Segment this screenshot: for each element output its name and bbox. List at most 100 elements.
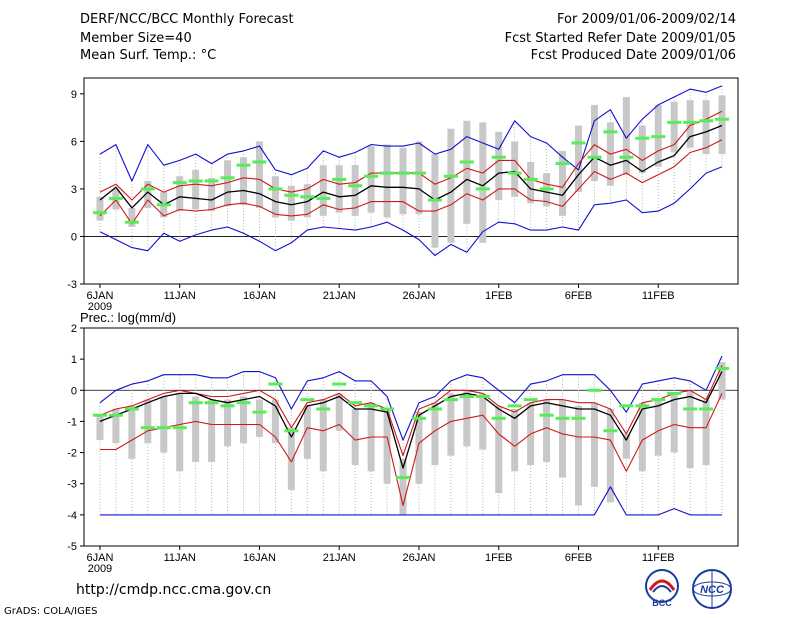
temperature-mean-plus-sd-line: [99, 110, 723, 201]
precipitation-box: [686, 390, 694, 469]
temperature-box: [192, 169, 200, 210]
grads-credit: GrADS: COLA/IGES: [4, 606, 98, 617]
precipitation-box: [399, 458, 407, 515]
temperature-box: [447, 128, 455, 243]
precipitation-median-mark: [380, 407, 395, 411]
temperature-median-mark: [635, 136, 650, 140]
precipitation-box: [495, 405, 503, 494]
temperature-xtick-label: 21JAN: [323, 290, 356, 302]
precipitation-box: [240, 396, 248, 444]
member-size-label: Member Size=40: [80, 31, 192, 46]
temperature-median-mark: [172, 181, 187, 185]
precipitation-median-mark: [220, 404, 235, 408]
temperature-box: [287, 185, 295, 221]
temperature-box: [367, 146, 375, 213]
precipitation-xtick-label: 26JAN: [402, 552, 435, 564]
precipitation-xtick-label: 11FEB: [642, 552, 675, 564]
temperature-median-mark: [411, 171, 426, 175]
temperature-box: [383, 144, 391, 218]
precipitation-box: [287, 427, 295, 490]
precipitation-median-mark: [491, 416, 506, 420]
temperature-median-mark: [188, 179, 203, 183]
temperature-box: [622, 97, 630, 175]
temperature-ytick-label: 0: [71, 231, 77, 243]
precipitation-median-mark: [683, 407, 698, 411]
precipitation-panel-title: Prec.: log(mm/d): [80, 310, 176, 325]
precipitation-median-mark: [523, 398, 538, 402]
precipitation-median-mark: [284, 429, 299, 433]
temperature-median-mark: [316, 196, 331, 200]
temperature-box: [511, 141, 519, 197]
temperature-median-mark: [204, 179, 219, 183]
precipitation-median-mark: [699, 407, 714, 411]
precipitation-xtick-label: 1FEB: [485, 552, 513, 564]
temperature-box: [144, 181, 152, 208]
temperature-median-mark: [715, 117, 730, 121]
precipitation-box: [335, 393, 343, 431]
temperature-median-mark: [220, 176, 235, 180]
temperature-median-mark: [92, 211, 107, 215]
precipitation-box: [574, 405, 582, 506]
precipitation-box: [543, 399, 551, 462]
precipitation-median-mark: [348, 401, 363, 405]
temperature-box: [96, 196, 104, 221]
temperature-box: [463, 120, 471, 224]
bcc-logo: BCC: [645, 569, 679, 608]
temperature-median-mark: [124, 220, 139, 224]
precipitation-min-line: [100, 486, 722, 516]
temperature-box: [479, 122, 487, 243]
temperature-box: [319, 165, 327, 216]
precipitation-box: [622, 433, 630, 459]
precipitation-box: [415, 412, 423, 484]
temperature-box: [559, 150, 567, 216]
temperature-median-mark: [683, 120, 698, 124]
precipitation-median-mark: [411, 416, 426, 420]
source-url[interactable]: http://cmdp.ncc.cma.gov.cn: [76, 582, 272, 598]
precipitation-xtick-label: 11JAN: [164, 552, 196, 564]
temperature-median-mark: [651, 135, 666, 139]
precipitation-mean-line: [99, 371, 723, 469]
precipitation-median-mark: [140, 426, 155, 430]
precipitation-xtick-label: 16JAN: [243, 552, 276, 564]
temperature-box: [255, 141, 263, 208]
precipitation-median-mark: [300, 398, 315, 402]
temperature-median-mark: [364, 174, 379, 178]
precipitation-box: [447, 393, 455, 456]
precipitation-ytick-label: 1: [71, 354, 77, 366]
temperature-median-mark: [427, 198, 442, 202]
precipitation-box: [638, 402, 646, 472]
temperature-median-mark: [268, 187, 283, 191]
temperature-frame: [83, 77, 739, 285]
temperature-median-mark: [252, 160, 267, 164]
precipitation-box: [319, 399, 327, 472]
temperature-median-mark: [156, 203, 171, 207]
forecast-period-label: For 2009/01/06-2009/02/14: [557, 12, 736, 27]
precipitation-median-mark: [507, 404, 522, 408]
temperature-box: [415, 141, 423, 215]
precipitation-median-mark: [316, 407, 331, 411]
temperature-median-mark: [539, 187, 554, 191]
precipitation-box: [224, 399, 232, 447]
precipitation-xtick-year: 2009: [88, 563, 112, 575]
temperature-ytick-label: 9: [71, 89, 77, 101]
temperature-box: [527, 161, 535, 204]
precipitation-median-mark: [204, 401, 219, 405]
temperature-xtick-label: 1FEB: [485, 290, 513, 302]
temperature-box: [574, 125, 582, 193]
precipitation-median-mark: [587, 388, 602, 392]
precipitation-median-mark: [667, 391, 682, 395]
temperature-median-mark: [443, 174, 458, 178]
started-refer-date-label: Fcst Started Refer Date 2009/01/05: [504, 31, 736, 46]
precipitation-max-line: [99, 355, 723, 441]
temperature-median-mark: [396, 171, 411, 175]
precipitation-median-mark: [715, 366, 730, 370]
precipitation-median-mark: [172, 426, 187, 430]
precipitation-median-mark: [475, 395, 490, 399]
temperature-mean-line: [99, 124, 723, 209]
precipitation-box: [670, 393, 678, 453]
precipitation-box: [96, 415, 104, 441]
temperature-box: [335, 165, 343, 213]
temperature-median-mark: [236, 163, 251, 167]
temperature-box: [590, 104, 598, 181]
